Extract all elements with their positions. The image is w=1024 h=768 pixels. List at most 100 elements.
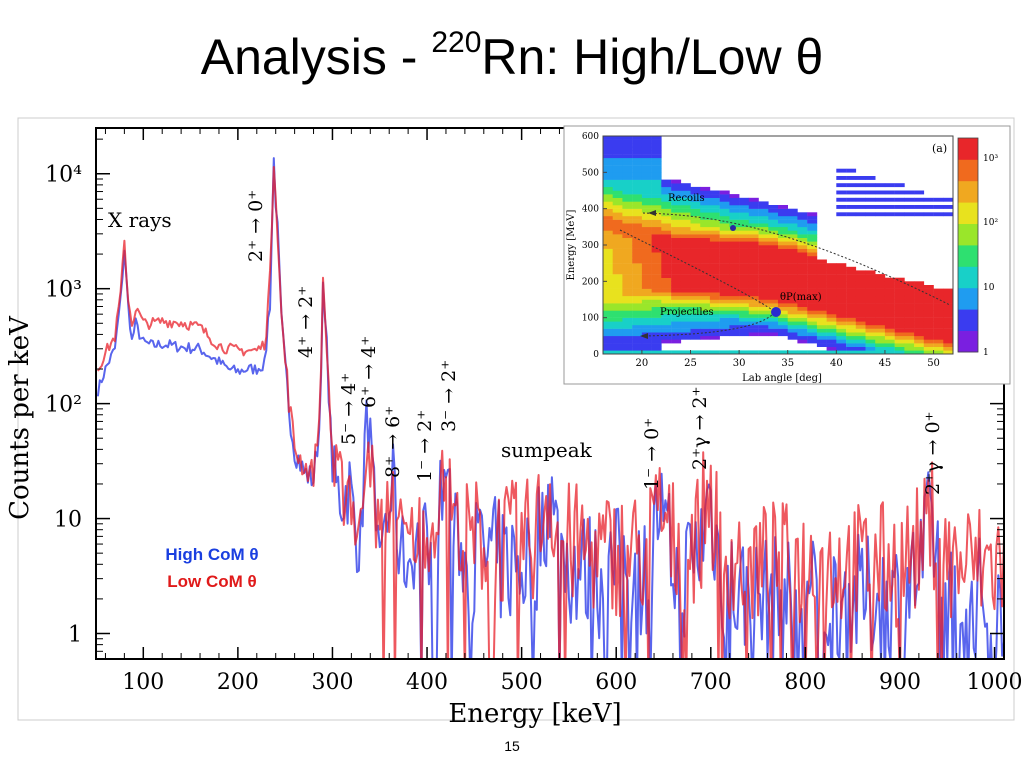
heatmap-cell <box>855 310 866 315</box>
heatmap-cell <box>875 321 886 326</box>
heatmap-cell <box>719 324 730 329</box>
heatmap-cell <box>690 274 701 278</box>
heatmap-cell <box>622 285 633 289</box>
heatmap-cell <box>651 263 662 268</box>
heatmap-cell <box>846 176 857 180</box>
heatmap-cell <box>709 219 720 224</box>
heatmap-cell <box>632 205 643 209</box>
annotation-1-0: 1⁻ → 0⁺ <box>641 418 663 490</box>
heatmap-cell <box>671 241 682 246</box>
heatmap-cell <box>641 157 652 162</box>
heatmap-cell <box>778 266 788 271</box>
heatmap-cell <box>661 205 672 209</box>
heatmap-cell <box>641 274 652 278</box>
heatmap-cell <box>846 190 857 195</box>
heatmap-cell <box>632 157 643 162</box>
heatmap-cell <box>778 259 788 264</box>
heatmap-cell <box>768 248 779 253</box>
heatmap-cell <box>651 139 662 144</box>
heatmap-cell <box>846 328 857 333</box>
heatmap-cell <box>816 350 827 355</box>
heatmap-cell <box>700 197 711 202</box>
heatmap-cell <box>943 205 954 209</box>
heatmap-cell <box>758 332 769 337</box>
heatmap-cell <box>943 295 954 300</box>
heatmap-cell <box>641 190 652 195</box>
heatmap-cell <box>622 219 633 224</box>
heatmap-cell <box>884 332 895 337</box>
x-tick-label: 800 <box>784 670 826 695</box>
heatmap-cell <box>836 324 847 329</box>
heatmap-cell <box>884 281 895 286</box>
heatmap-cell <box>700 270 711 275</box>
heatmap-cell <box>719 201 730 206</box>
heatmap-cell <box>661 266 672 271</box>
heatmap-cell <box>680 310 691 315</box>
heatmap-cell <box>622 295 633 300</box>
heatmap-cell <box>894 346 905 351</box>
heatmap-cell <box>904 292 915 297</box>
heatmap-cell <box>943 303 954 307</box>
heatmap-cell <box>641 136 652 140</box>
heatmap-cell <box>690 241 701 246</box>
heatmap-cell <box>836 266 847 271</box>
heatmap-cell <box>778 274 788 278</box>
heatmap-cell <box>661 212 672 217</box>
heatmap-cell <box>641 270 652 275</box>
heatmap-cell <box>622 205 633 209</box>
heatmap-cell <box>758 295 769 300</box>
heatmap-cell <box>923 295 934 300</box>
heatmap-cell <box>826 303 837 307</box>
heatmap-cell <box>641 168 652 173</box>
heatmap-cell <box>778 350 788 355</box>
heatmap-cell <box>923 350 934 355</box>
heatmap-cell <box>709 230 720 235</box>
x-tick-label: 400 <box>406 670 448 695</box>
heatmap-cell <box>748 252 759 257</box>
heatmap-cell <box>778 237 788 242</box>
heatmap-cell <box>719 234 730 238</box>
heatmap-cell <box>904 314 915 318</box>
heatmap-cell <box>632 314 643 318</box>
heatmap-cell <box>729 324 740 329</box>
heatmap-cell <box>661 183 672 188</box>
heatmap-cell <box>729 197 740 202</box>
heatmap-cell <box>758 288 769 293</box>
heatmap-cell <box>739 295 750 300</box>
heatmap-cell <box>758 266 769 271</box>
heatmap-cell <box>622 266 633 271</box>
heatmap-cell <box>884 212 895 217</box>
heatmap-cell <box>709 266 720 271</box>
heatmap-cell <box>690 208 701 213</box>
heatmap-cell <box>778 245 788 249</box>
annotation-2g-2: 2⁺γ → 2⁺ <box>689 386 711 470</box>
heatmap-cell <box>865 295 876 300</box>
heatmap-cell <box>622 303 633 307</box>
heatmap-cell <box>641 306 652 311</box>
heatmap-cell <box>671 179 682 184</box>
heatmap-cell <box>622 230 633 235</box>
heatmap-cell <box>914 346 925 351</box>
heatmap-cell <box>768 241 779 246</box>
heatmap-cell <box>739 303 750 307</box>
heatmap-cell <box>787 226 798 231</box>
heatmap-cell <box>700 295 711 300</box>
heatmap-cell <box>739 219 750 224</box>
heatmap-cell <box>943 292 954 297</box>
heatmap-cell <box>661 350 672 355</box>
heatmap-cell <box>846 168 857 173</box>
heatmap-cell <box>875 343 886 347</box>
heatmap-cell <box>641 139 652 144</box>
heatmap-cell <box>739 266 750 271</box>
heatmap-cell <box>651 317 662 322</box>
heatmap-cell <box>836 205 847 209</box>
heatmap-cell <box>700 194 711 198</box>
heatmap-cell <box>719 190 730 195</box>
heatmap-cell <box>943 350 954 355</box>
heatmap-cell <box>865 277 876 282</box>
heatmap-cell <box>836 190 847 195</box>
heatmap-cell <box>739 317 750 322</box>
heatmap-cell <box>875 314 886 318</box>
heatmap-cell <box>807 277 818 282</box>
heatmap-cell <box>651 259 662 264</box>
